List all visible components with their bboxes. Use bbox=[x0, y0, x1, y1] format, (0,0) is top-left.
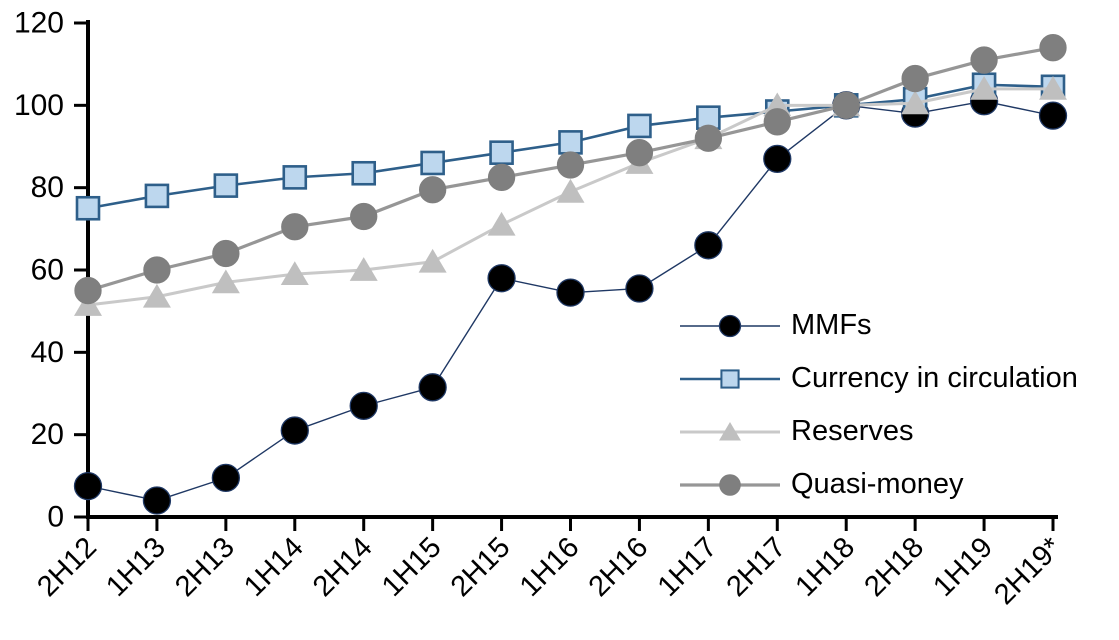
x-tick-label: 1H19 bbox=[927, 531, 999, 603]
y-tick-label: 20 bbox=[31, 418, 64, 451]
quasi-money-marker-icon bbox=[680, 469, 780, 501]
legend: MMFs Currency in circulation Reserves Qu… bbox=[680, 299, 1119, 511]
Quasi-money-point-circle-icon bbox=[350, 202, 378, 231]
Reserves-point-triangle-icon bbox=[970, 75, 999, 100]
MMFs-point-circle-icon bbox=[418, 373, 447, 402]
y-tick-label: 40 bbox=[31, 336, 64, 369]
y-tick-label: 100 bbox=[14, 89, 64, 122]
Currency in circulation-point-square-icon bbox=[75, 195, 101, 221]
y-tick-label: 120 bbox=[14, 7, 64, 40]
Reserves-point-triangle-icon bbox=[487, 211, 516, 236]
Quasi-money-point-circle-icon bbox=[694, 124, 723, 152]
Reserves-point-triangle-icon bbox=[349, 257, 378, 281]
x-tick-label: 2H15 bbox=[445, 531, 517, 603]
Currency in circulation-point-square-icon bbox=[351, 160, 377, 186]
MMFs-point-circle-icon bbox=[211, 463, 241, 493]
Quasi-money-point-circle-icon bbox=[763, 108, 791, 136]
x-tick-label: 2H16 bbox=[583, 531, 655, 603]
Currency in circulation-point-square-icon bbox=[720, 368, 740, 389]
Reserves-point-triangle-icon bbox=[211, 269, 240, 294]
x-tick-label: 1H17 bbox=[652, 531, 724, 603]
series-quasi-money bbox=[74, 34, 1067, 305]
Quasi-money-point-circle-icon bbox=[625, 139, 654, 167]
Reserves-point-triangle-icon bbox=[719, 421, 741, 441]
x-tick-label: 1H13 bbox=[100, 531, 172, 603]
MMFs-point-circle-icon bbox=[763, 144, 792, 174]
legend-label-reserves: Reserves bbox=[791, 415, 914, 447]
legend-item-quasi-money: Quasi-money bbox=[680, 458, 1119, 511]
Currency in circulation-point-square-icon bbox=[420, 150, 445, 176]
x-tick-label: 1H16 bbox=[514, 531, 586, 603]
Quasi-money-point-circle-icon bbox=[281, 213, 309, 241]
legend-swatch-svg bbox=[680, 368, 780, 389]
y-tick-label: 80 bbox=[31, 171, 64, 204]
MMFs-point-circle-icon bbox=[694, 231, 723, 260]
legend-swatch-svg bbox=[680, 421, 780, 441]
MMFs-point-circle-icon bbox=[556, 278, 585, 307]
legend-swatch-svg bbox=[680, 314, 780, 337]
x-tick-label: 2H19* bbox=[988, 531, 1068, 611]
x-tick-label: 2H13 bbox=[169, 531, 241, 603]
legend-swatch-svg bbox=[680, 473, 780, 496]
currency-marker-icon bbox=[680, 363, 780, 395]
Reserves-point-triangle-icon bbox=[418, 248, 447, 273]
Quasi-money-point-circle-icon bbox=[418, 176, 447, 204]
Quasi-money-point-circle-icon bbox=[1039, 34, 1067, 62]
Currency in circulation-point-square-icon bbox=[489, 140, 514, 165]
MMFs-point-circle-icon bbox=[280, 416, 309, 445]
legend-item-currency-in-circulation: Currency in circulation bbox=[680, 352, 1119, 405]
Reserves-point-triangle-icon bbox=[901, 90, 930, 115]
MMFs-point-circle-icon bbox=[1038, 101, 1068, 130]
MMFs-point-circle-icon bbox=[487, 264, 516, 293]
Quasi-money-point-circle-icon bbox=[212, 239, 240, 268]
x-tick-label: 1H14 bbox=[238, 531, 310, 603]
MMFs-point-circle-icon bbox=[349, 391, 378, 421]
y-tick-label: 60 bbox=[31, 254, 64, 287]
Quasi-money-point-circle-icon bbox=[487, 163, 516, 192]
legend-label-quasi-money: Quasi-money bbox=[791, 468, 964, 500]
x-tick-label: 2H17 bbox=[721, 531, 793, 603]
Reserves-point-triangle-icon bbox=[280, 261, 309, 286]
legend-label-currency-in-circulation: Currency in circulation bbox=[791, 362, 1078, 394]
MMFs-point-circle-icon bbox=[718, 314, 742, 337]
legend-item-reserves: Reserves bbox=[680, 405, 1119, 458]
Currency in circulation-point-square-icon bbox=[558, 130, 583, 155]
Reserves-point-triangle-icon bbox=[1039, 75, 1067, 100]
legend-item-mmfs: MMFs bbox=[680, 299, 1119, 352]
Quasi-money-point-circle-icon bbox=[74, 276, 102, 305]
MMFs-point-circle-icon bbox=[142, 486, 172, 515]
x-tick-label: 2H18 bbox=[858, 531, 930, 603]
Currency in circulation-point-square-icon bbox=[282, 165, 308, 190]
Currency in circulation-point-square-icon bbox=[144, 183, 170, 209]
y-tick-label: 0 bbox=[47, 501, 64, 534]
Quasi-money-point-circle-icon bbox=[556, 151, 585, 179]
Quasi-money-point-circle-icon bbox=[143, 256, 171, 284]
reserves-marker-icon bbox=[680, 416, 780, 448]
legend-label-mmfs: MMFs bbox=[791, 309, 872, 341]
Quasi-money-point-circle-icon bbox=[719, 473, 741, 496]
Currency in circulation-point-square-icon bbox=[213, 173, 239, 198]
mmfs-marker-icon bbox=[680, 310, 780, 342]
MMFs-point-circle-icon bbox=[625, 274, 654, 303]
Quasi-money-point-circle-icon bbox=[832, 91, 860, 119]
x-tick-label: 2H14 bbox=[307, 531, 379, 603]
Reserves-point-triangle-icon bbox=[556, 178, 585, 203]
x-tick-label: 1H15 bbox=[376, 531, 448, 603]
x-tick-label: 1H18 bbox=[790, 531, 862, 603]
Reserves-point-triangle-icon bbox=[142, 283, 171, 308]
x-tick-label: 2H12 bbox=[31, 531, 103, 603]
Quasi-money-point-circle-icon bbox=[970, 46, 998, 74]
MMFs-point-circle-icon bbox=[73, 471, 103, 501]
Quasi-money-point-circle-icon bbox=[901, 64, 929, 93]
Currency in circulation-point-square-icon bbox=[627, 113, 652, 139]
